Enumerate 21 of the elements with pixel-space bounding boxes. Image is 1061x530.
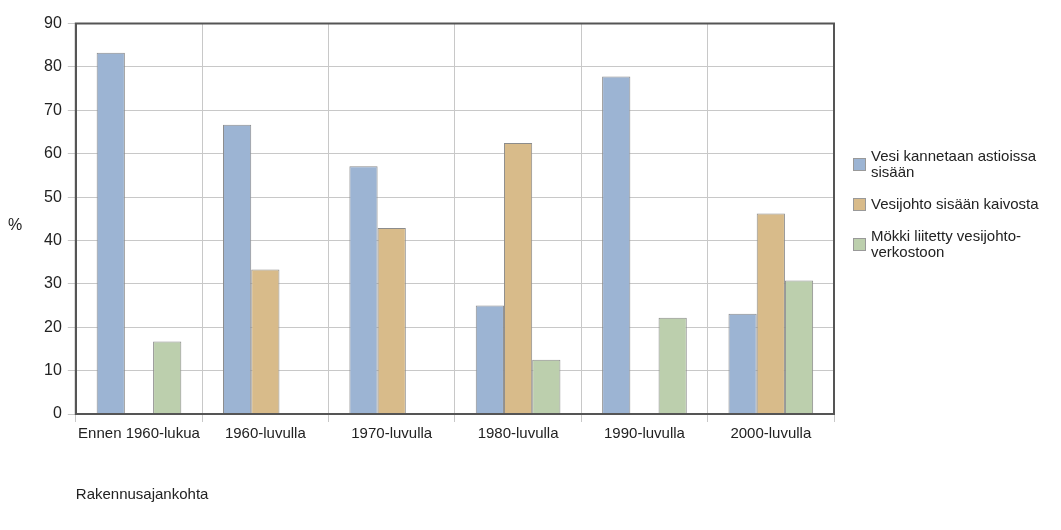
x-tick-label: 1960-luvulla — [224, 424, 307, 442]
legend-label: Mökki liitetty vesijohto-verkostoon — [871, 227, 1023, 260]
legend-label: Vesijohto sisään kaivosta — [871, 195, 1039, 212]
y-tick-label: 90 — [44, 14, 62, 32]
x-tick-label: Ennen 1960-lukua — [78, 424, 201, 442]
y-tick-label: 0 — [52, 404, 62, 422]
y-axis-title: % — [8, 216, 23, 234]
y-tick-label: 60 — [44, 144, 62, 162]
x-tick-label: 1980-luvulla — [477, 424, 560, 442]
y-tick-label: 80 — [44, 57, 62, 75]
y-tick-label: 10 — [44, 361, 62, 379]
x-tick-label: 1970-luvulla — [351, 424, 433, 442]
legend-label: Vesi kannetaan astioissa sisään — [871, 147, 1038, 180]
y-tick-label: 70 — [44, 100, 62, 118]
x-tick-label: 1990-luvulla — [604, 424, 686, 442]
y-tick-label: 40 — [44, 230, 62, 248]
y-tick-label: 20 — [44, 317, 62, 335]
x-axis-title: Rakennusajankohta — [75, 485, 210, 503]
y-tick-label: 30 — [44, 274, 62, 292]
x-tick-label: 2000-luvulla — [730, 424, 812, 442]
y-tick-label: 50 — [44, 187, 62, 205]
